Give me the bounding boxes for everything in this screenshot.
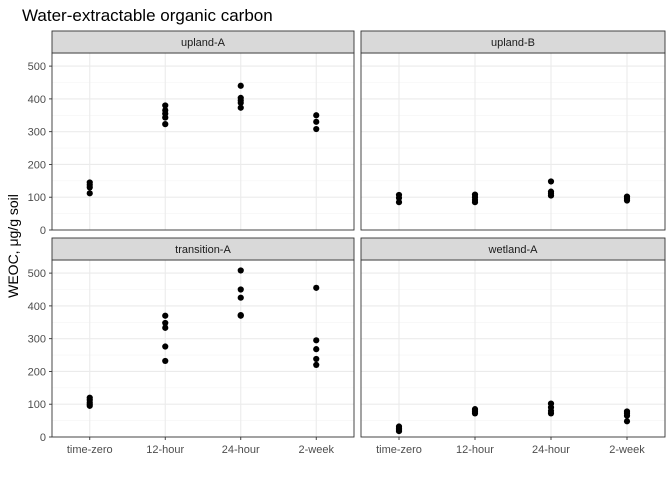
y-tick-label: 200 [28, 159, 46, 171]
data-point [623, 197, 631, 204]
data-point [162, 121, 169, 128]
data-point [547, 410, 555, 417]
strip-background [51, 30, 355, 54]
data-point [237, 312, 244, 319]
data-point [86, 402, 93, 409]
y-tick-label: 0 [40, 432, 46, 444]
strip-label: upland-A [181, 37, 226, 49]
panel-background [52, 260, 354, 437]
strip-label: transition-A [175, 244, 231, 256]
x-tick-label: time-zero [67, 444, 113, 456]
y-tick-label: 100 [28, 399, 46, 411]
data-point [313, 361, 320, 368]
data-point [313, 118, 320, 125]
data-point [86, 184, 93, 191]
data-point [313, 112, 320, 119]
facet-panels: upland-A 0 100 200 300 400 500 upland-B transiti… [28, 30, 666, 456]
data-point [237, 82, 244, 89]
data-point [547, 178, 555, 185]
data-point [547, 192, 555, 199]
y-tick-label: 100 [28, 192, 46, 204]
data-point [237, 286, 244, 293]
data-point [86, 190, 93, 197]
data-point [162, 319, 169, 327]
data-point [623, 418, 631, 425]
data-point [237, 294, 244, 301]
x-tick-label: 24-hour [222, 444, 260, 456]
y-tick-label: 400 [28, 301, 46, 313]
data-point [471, 410, 479, 417]
strip-label: wetland-A [488, 244, 539, 256]
strip-background [360, 237, 666, 261]
data-point [313, 346, 320, 353]
data-point [395, 428, 403, 435]
data-point [237, 104, 244, 111]
y-tick-label: 300 [28, 334, 46, 346]
y-tick-label: 0 [40, 225, 46, 237]
x-tick-label: 12-hour [456, 444, 494, 456]
data-point [237, 99, 244, 106]
chart-title: Water-extractable organic carbon [22, 6, 273, 25]
x-tick-label: 12-hour [146, 444, 184, 456]
data-point [162, 114, 169, 121]
data-point [162, 102, 169, 109]
y-axis-label: WEOC, μg/g soil [5, 194, 21, 298]
data-point [395, 194, 403, 201]
data-point [395, 199, 403, 206]
data-point [471, 199, 479, 206]
x-tick-label: time-zero [376, 444, 422, 456]
facet-panel-upland-B: upland-B [360, 30, 666, 231]
data-point [162, 324, 169, 331]
x-tick-label: 24-hour [532, 444, 570, 456]
strip-label: upland-B [491, 37, 535, 49]
panel-background [361, 260, 665, 437]
data-point [313, 125, 320, 133]
panel-background [361, 53, 665, 230]
data-point [313, 355, 320, 363]
data-point [313, 337, 320, 344]
facet-panel-wetland-A: wetland-A time-zero 12-hour 24-hour 2-week [360, 237, 666, 456]
x-tick-label: 2-week [609, 444, 645, 456]
data-point [237, 267, 244, 274]
y-tick-label: 500 [28, 61, 46, 73]
data-point [313, 284, 320, 291]
strip-background [360, 30, 666, 54]
data-point [162, 343, 169, 350]
y-tick-label: 500 [28, 268, 46, 280]
x-tick-label: 2-week [299, 444, 335, 456]
facet-panel-transition-A: transition-A 0 100 200 300 400 500 time-zero 12-… [28, 237, 355, 456]
panel-background [52, 53, 354, 230]
facet-panel-upland-A: upland-A 0 100 200 300 400 500 [28, 30, 355, 237]
data-point [162, 357, 169, 365]
strip-background [51, 237, 355, 261]
data-point [162, 312, 169, 319]
y-tick-label: 200 [28, 366, 46, 378]
data-point [623, 412, 631, 419]
y-tick-label: 400 [28, 94, 46, 106]
y-tick-label: 300 [28, 127, 46, 139]
